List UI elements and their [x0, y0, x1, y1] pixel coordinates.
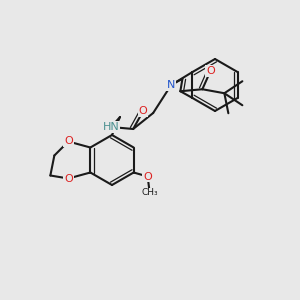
Text: N: N: [167, 80, 176, 90]
Text: O: O: [143, 172, 152, 182]
Text: HN: HN: [103, 122, 119, 132]
Text: O: O: [206, 66, 215, 76]
Text: CH₃: CH₃: [141, 188, 158, 197]
Text: O: O: [139, 106, 148, 116]
Text: O: O: [64, 136, 73, 146]
Text: O: O: [64, 173, 73, 184]
